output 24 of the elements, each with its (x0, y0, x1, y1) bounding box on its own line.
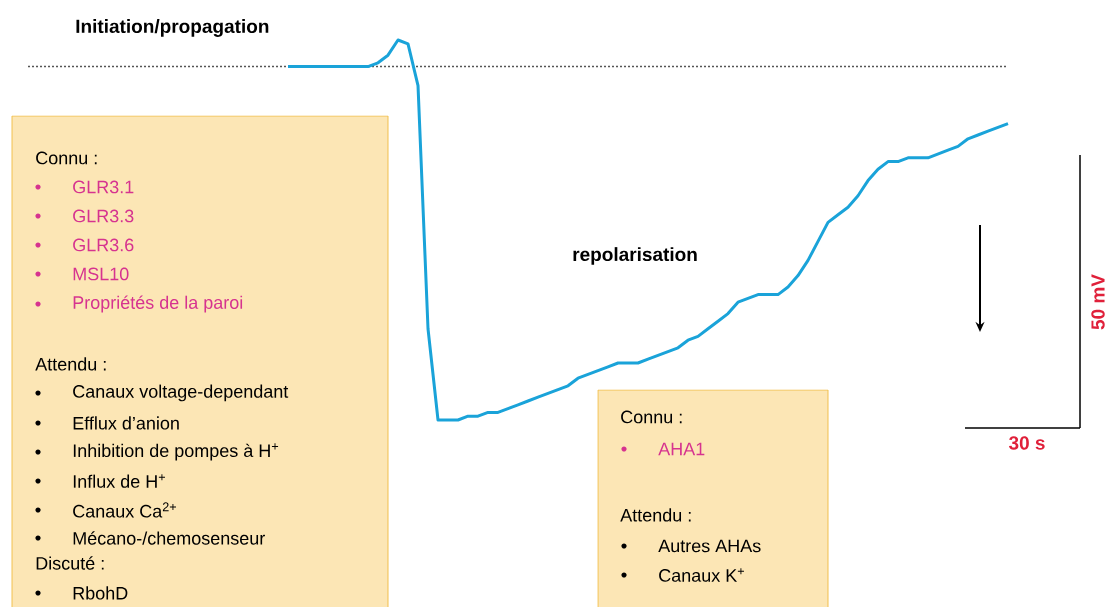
text: Autres AHAs (658, 539, 761, 553)
text: Attendu : (35, 357, 106, 371)
text: 30 s (1008, 436, 1045, 450)
text: Efflux d’anion (73, 416, 179, 430)
text: Attendu : (620, 508, 691, 522)
text: Canaux Ca$^{2+}$ (73, 502, 176, 518)
text: RbohD (73, 586, 128, 600)
text: GLR3.1 (73, 180, 134, 194)
text: GLR3.3 (73, 209, 134, 223)
text: MSL10 (73, 267, 129, 281)
text: Influx de H$^{+}$ (73, 474, 165, 488)
text: Inhibition de pompes à H$^{+}$ (73, 443, 279, 461)
text: AHA1 (658, 442, 705, 456)
text: Mécano-/chemosenseur (73, 531, 265, 545)
annotation: Connu : (621, 410, 682, 424)
annotation: repolarisation (573, 247, 697, 265)
text: Initiation/propagation (76, 19, 269, 37)
annotation: Canaux voltage-dependant (73, 384, 289, 402)
text: Connu : (36, 151, 97, 165)
text: Discuté : (36, 556, 104, 570)
text: Propriétés de la paroi (73, 295, 243, 313)
text: Canaux K$^{+}$ (659, 568, 744, 582)
text: GLR3.6 (73, 238, 134, 252)
text: 50 mV (1091, 274, 1105, 330)
